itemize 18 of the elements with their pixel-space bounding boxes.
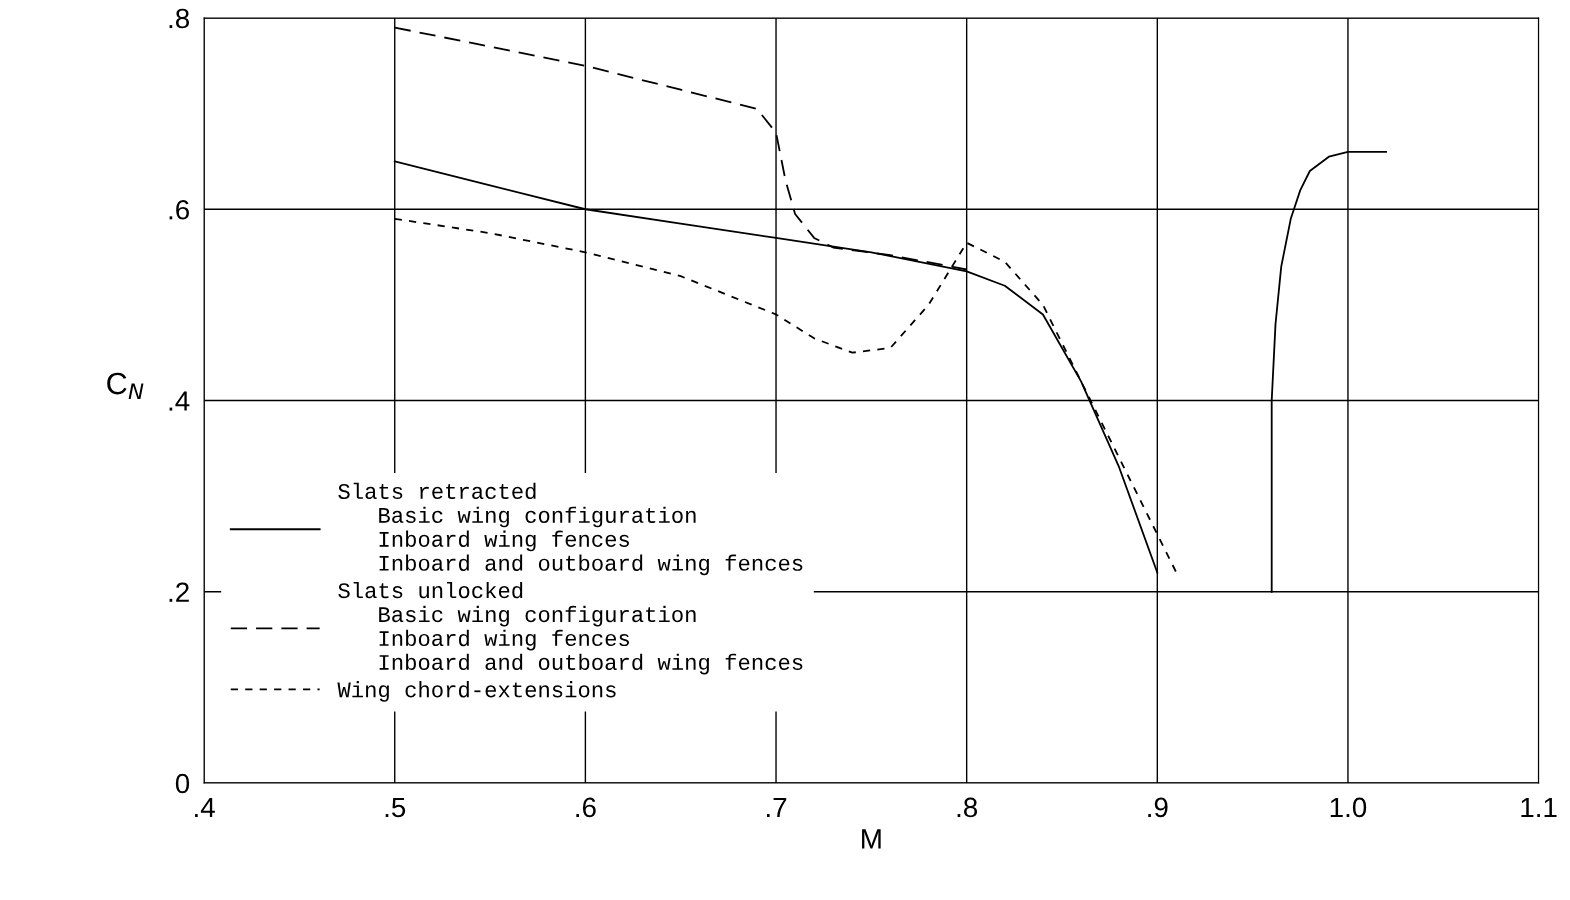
x-tick-label: .9 — [1148, 797, 1168, 818]
x-tick-label: .6 — [576, 797, 596, 818]
y-tick-label: 0 — [175, 773, 190, 794]
legend-label: Slats unlocked Basic wing configuration Inboard wing fences Inboard and outboard wing fences — [338, 581, 803, 675]
y-tick-label: .4 — [169, 391, 190, 411]
y-tick-label: .6 — [169, 199, 189, 220]
x-axis-title: M — [862, 829, 881, 849]
y-tick-label: .8 — [169, 8, 190, 29]
legend-label: Wing chord-extensions — [337, 681, 616, 702]
x-tick-label: .8 — [957, 797, 978, 818]
x-tick-label: .5 — [385, 797, 406, 818]
x-tick-label: 1.0 — [1330, 797, 1367, 818]
y-tick-label: .2 — [169, 582, 189, 602]
y-axis-title: C$_{N}$ — [107, 372, 144, 400]
legend-label: Slats retracted Basic wing configuration Inboard wing fences Inboard and outboard wing fences — [338, 482, 803, 576]
x-tick-label: 1.1 — [1521, 797, 1557, 818]
x-tick-label: .7 — [766, 797, 787, 818]
x-tick-label: .4 — [195, 797, 215, 818]
